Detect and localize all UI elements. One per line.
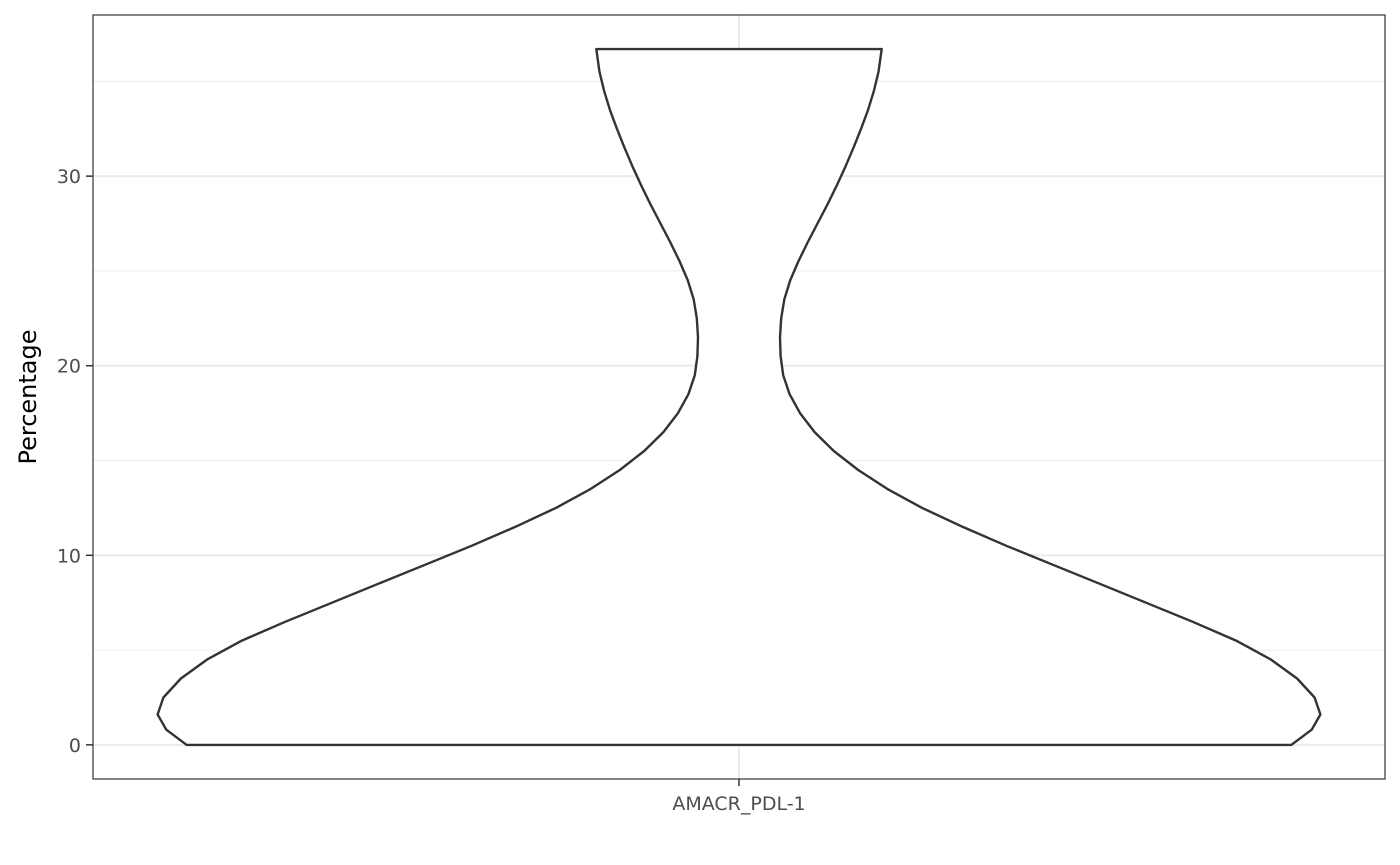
y-tick-label: 30 [57,166,81,188]
y-tick-label: 0 [69,735,81,757]
x-axis: AMACR_PDL-1 [672,779,806,815]
violin-layer [156,47,1322,747]
y-axis-title: Percentage [14,329,42,464]
y-axis: 0 10 20 30 [57,166,93,757]
x-tick-label: AMACR_PDL-1 [672,793,805,815]
y-tick-label: 10 [57,545,81,567]
violin-shape [156,47,1322,747]
y-tick-label: 20 [57,356,81,378]
